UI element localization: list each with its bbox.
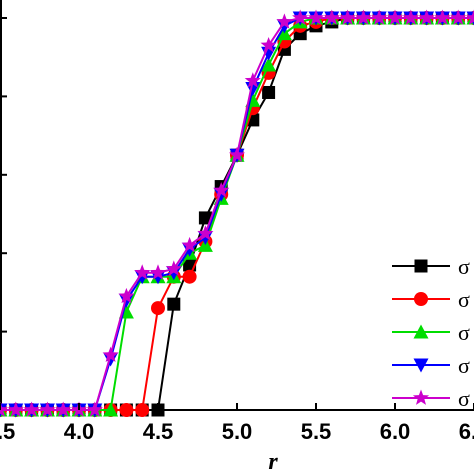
data-point	[151, 301, 165, 316]
series-3	[0, 10, 474, 417]
data-point	[167, 297, 181, 311]
data-point	[465, 9, 474, 25]
series-4	[0, 11, 474, 418]
series-line	[0, 17, 474, 411]
legend-item: σ	[392, 353, 470, 378]
data-point	[339, 9, 356, 25]
data-point	[134, 264, 151, 280]
data-point	[292, 9, 309, 25]
x-tick-label: 5.0	[222, 419, 253, 444]
data-point	[323, 9, 340, 25]
data-point	[149, 264, 167, 280]
data-point	[261, 57, 277, 72]
x-tick-label: 6.5	[459, 419, 474, 444]
series-line	[0, 17, 474, 411]
data-point	[165, 260, 182, 276]
legend-marker	[413, 358, 429, 373]
data-point	[198, 211, 212, 225]
data-point	[276, 13, 293, 29]
data-point	[386, 9, 404, 25]
ticks-layer: 3.5 4.0 4.5 5.0 5.5 6.0 6.5	[0, 403, 474, 444]
data-point	[23, 401, 40, 417]
legend-item: σ	[392, 254, 470, 279]
series-line	[0, 17, 474, 411]
legend-label: σ	[458, 287, 470, 312]
x-tick-label: 4.0	[64, 419, 95, 444]
data-point	[39, 401, 56, 417]
x-tick-label: 3.5	[0, 419, 15, 444]
series-1	[0, 11, 474, 417]
legend-marker	[414, 259, 428, 273]
data-point	[55, 401, 72, 417]
data-point	[118, 287, 135, 304]
data-point	[181, 236, 198, 253]
legend-label: σ	[458, 320, 470, 345]
data-point	[355, 9, 372, 25]
data-point	[307, 9, 325, 25]
data-point	[402, 9, 419, 25]
series-5	[0, 9, 474, 417]
series-line	[0, 17, 474, 411]
data-point	[213, 187, 229, 202]
data-point	[244, 72, 261, 88]
data-point	[197, 225, 214, 241]
x-axis-label: r	[268, 449, 278, 474]
data-point	[7, 401, 24, 417]
data-point	[118, 293, 134, 308]
legend-marker	[414, 292, 428, 306]
data-point	[434, 9, 451, 25]
data-point	[197, 231, 213, 246]
x-tick-label: 4.5	[143, 419, 174, 444]
data-point	[103, 402, 119, 417]
series-layer	[0, 9, 474, 418]
data-point	[135, 403, 150, 417]
legend-item: σ	[392, 287, 470, 312]
data-point	[450, 9, 467, 25]
series-line	[0, 17, 474, 411]
legend-label: σ	[458, 353, 470, 378]
data-point	[418, 9, 435, 25]
series-2	[0, 11, 474, 417]
x-tick-label: 6.0	[380, 419, 411, 444]
data-point	[102, 346, 119, 362]
data-point	[228, 146, 246, 163]
data-point	[119, 403, 134, 417]
axes	[0, 0, 474, 411]
data-point	[276, 19, 292, 34]
legend-label: σ	[458, 386, 470, 411]
data-point	[182, 269, 197, 284]
data-point	[213, 181, 230, 198]
data-point	[0, 401, 9, 417]
legend-marker	[413, 324, 429, 339]
data-point	[103, 352, 119, 367]
legend-marker	[412, 389, 430, 405]
legend-item: σ	[392, 386, 470, 411]
data-point	[182, 242, 198, 257]
legend-item: σ	[392, 320, 470, 345]
data-point	[86, 401, 103, 417]
data-point	[260, 36, 277, 53]
legend-label: σ	[458, 254, 470, 279]
data-point	[262, 85, 276, 99]
data-point	[371, 9, 388, 25]
x-tick-label: 5.5	[301, 419, 332, 444]
